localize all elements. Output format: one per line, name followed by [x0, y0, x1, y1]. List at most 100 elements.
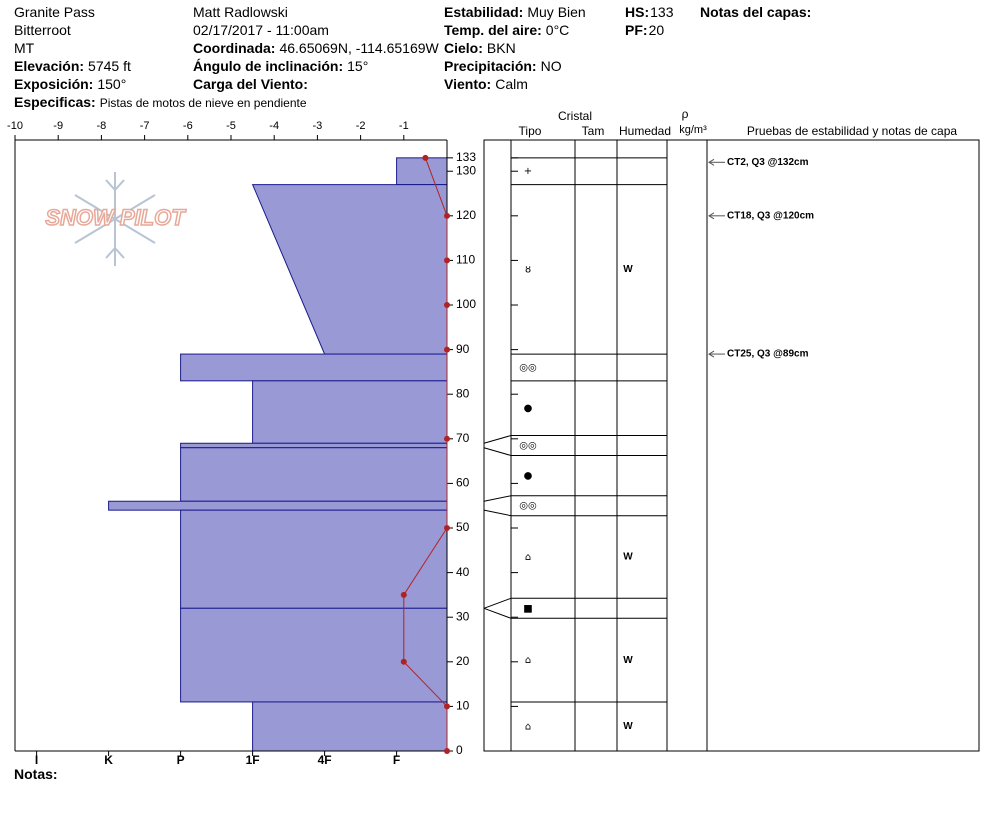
x-tick-label: -5	[226, 120, 236, 132]
grain-type: ◎◎	[519, 441, 536, 452]
moisture: W	[623, 552, 633, 563]
y-tick-label: 50	[456, 520, 470, 534]
x-tick-label: -6	[183, 120, 193, 132]
grain-type: ◎◎	[519, 362, 536, 373]
moisture: W	[623, 655, 633, 666]
connector	[483, 509, 512, 517]
field: Temp. del aire: 0°C	[444, 22, 569, 39]
y-tick-label: 40	[456, 565, 470, 579]
value: Calm	[495, 76, 528, 92]
column-header: ρ	[682, 107, 689, 121]
range: Bitterroot	[14, 22, 71, 38]
label: Precipitación:	[444, 58, 537, 74]
field: Estabilidad: Muy Bien	[444, 4, 586, 21]
test-label: CT25, Q3 @89cm	[727, 349, 809, 360]
label: Ángulo de inclinación:	[193, 58, 344, 74]
field: HS:133	[625, 4, 673, 21]
grain-type: ■	[523, 603, 532, 614]
layer	[108, 500, 448, 511]
column-header: kg/m³	[679, 124, 707, 136]
label: Viento:	[444, 76, 492, 92]
value: 133	[650, 4, 674, 20]
connector	[483, 597, 512, 609]
y-tick-label: 133	[456, 150, 476, 164]
value: 46.65069N, -114.65169W	[279, 40, 439, 56]
x-tick-label: -4	[269, 120, 279, 132]
value: Pistas de motos de nieve en pendiente	[99, 96, 307, 110]
hardness-tick-label: F	[393, 753, 400, 767]
value: 15°	[347, 58, 369, 74]
temperature-point	[444, 748, 450, 754]
column-header: Pruebas de estabilidad y notas de capa	[747, 124, 957, 138]
x-tick-label: -7	[140, 120, 150, 132]
test-label: CT18, Q3 @120cm	[727, 210, 814, 221]
label: Exposición:	[14, 76, 94, 92]
field: Ángulo de inclinación: 15°	[193, 58, 368, 75]
logo-text: SNOW PILOT	[45, 205, 186, 230]
x-tick-label: -9	[53, 120, 63, 132]
label: PF:	[625, 22, 648, 38]
test-arrow-head	[708, 212, 715, 220]
field: Precipitación: NO	[444, 58, 562, 75]
test-label: CT2, Q3 @132cm	[727, 157, 809, 168]
y-tick-label: 30	[456, 609, 470, 623]
value: BKN	[486, 40, 516, 56]
x-tick-label: -10	[7, 120, 23, 132]
hardness-tick-label: 4F	[318, 753, 332, 767]
column-header: Cristal	[558, 109, 592, 123]
label: Notas:	[14, 766, 58, 782]
field: Elevación: 5745 ft	[14, 58, 131, 75]
temperature-point	[444, 302, 450, 309]
grain-type: ◎◎	[519, 501, 536, 512]
label: Estabilidad:	[444, 4, 524, 20]
location: Granite Pass	[14, 4, 95, 20]
layer	[180, 353, 448, 382]
layer	[180, 607, 448, 703]
value: 0°C	[545, 22, 570, 38]
y-tick-label: 80	[456, 386, 470, 400]
logo	[74, 172, 156, 266]
observer: Matt Radlowski	[193, 4, 288, 20]
x-tick-label: -3	[313, 120, 323, 132]
label: HS:	[625, 4, 650, 20]
test-arrow-head	[708, 350, 715, 358]
layer	[180, 509, 448, 609]
temperature-point	[444, 703, 450, 710]
y-tick-label: 20	[456, 654, 470, 668]
value: 5745 ft	[88, 58, 131, 74]
hardness-tick-label: K	[104, 753, 113, 767]
y-tick-label: 110	[456, 253, 475, 267]
grain-type: ⌂	[525, 552, 531, 563]
y-tick-label: 120	[456, 208, 476, 222]
column-header: Humedad	[619, 124, 671, 138]
column-header: Tam	[582, 124, 605, 138]
hardness-tick-label: 1F	[246, 753, 260, 767]
layer	[396, 157, 448, 186]
field: Carga del Viento:	[193, 76, 312, 93]
field: Especificas: Pistas de motos de nieve en …	[14, 94, 307, 112]
y-tick-label: 90	[456, 342, 470, 356]
field: Exposición: 150°	[14, 76, 126, 93]
temperature-point	[444, 257, 450, 264]
grain-type: ●	[524, 403, 533, 414]
temperature-point	[400, 658, 407, 665]
moisture: W	[623, 264, 633, 275]
y-tick-label: 70	[456, 431, 470, 445]
layer	[252, 380, 448, 444]
temperature-point	[400, 591, 407, 598]
hardness-tick-label: P	[177, 753, 185, 767]
temperature-point	[444, 525, 450, 532]
label: Coordinada:	[193, 40, 276, 56]
hardness-tick-label: I	[35, 753, 38, 767]
value: 20	[648, 22, 665, 38]
grain-type: ⌂	[525, 655, 531, 666]
temperature-point	[444, 212, 450, 219]
x-tick-label: -2	[356, 120, 366, 132]
grain-type: ⌂	[525, 721, 531, 732]
table-frame	[483, 139, 980, 752]
y-tick-label: 10	[456, 699, 470, 713]
y-tick-label: 60	[456, 476, 470, 490]
grain-type: ȣ	[525, 264, 531, 275]
layer	[251, 184, 448, 355]
value: NO	[540, 58, 562, 74]
